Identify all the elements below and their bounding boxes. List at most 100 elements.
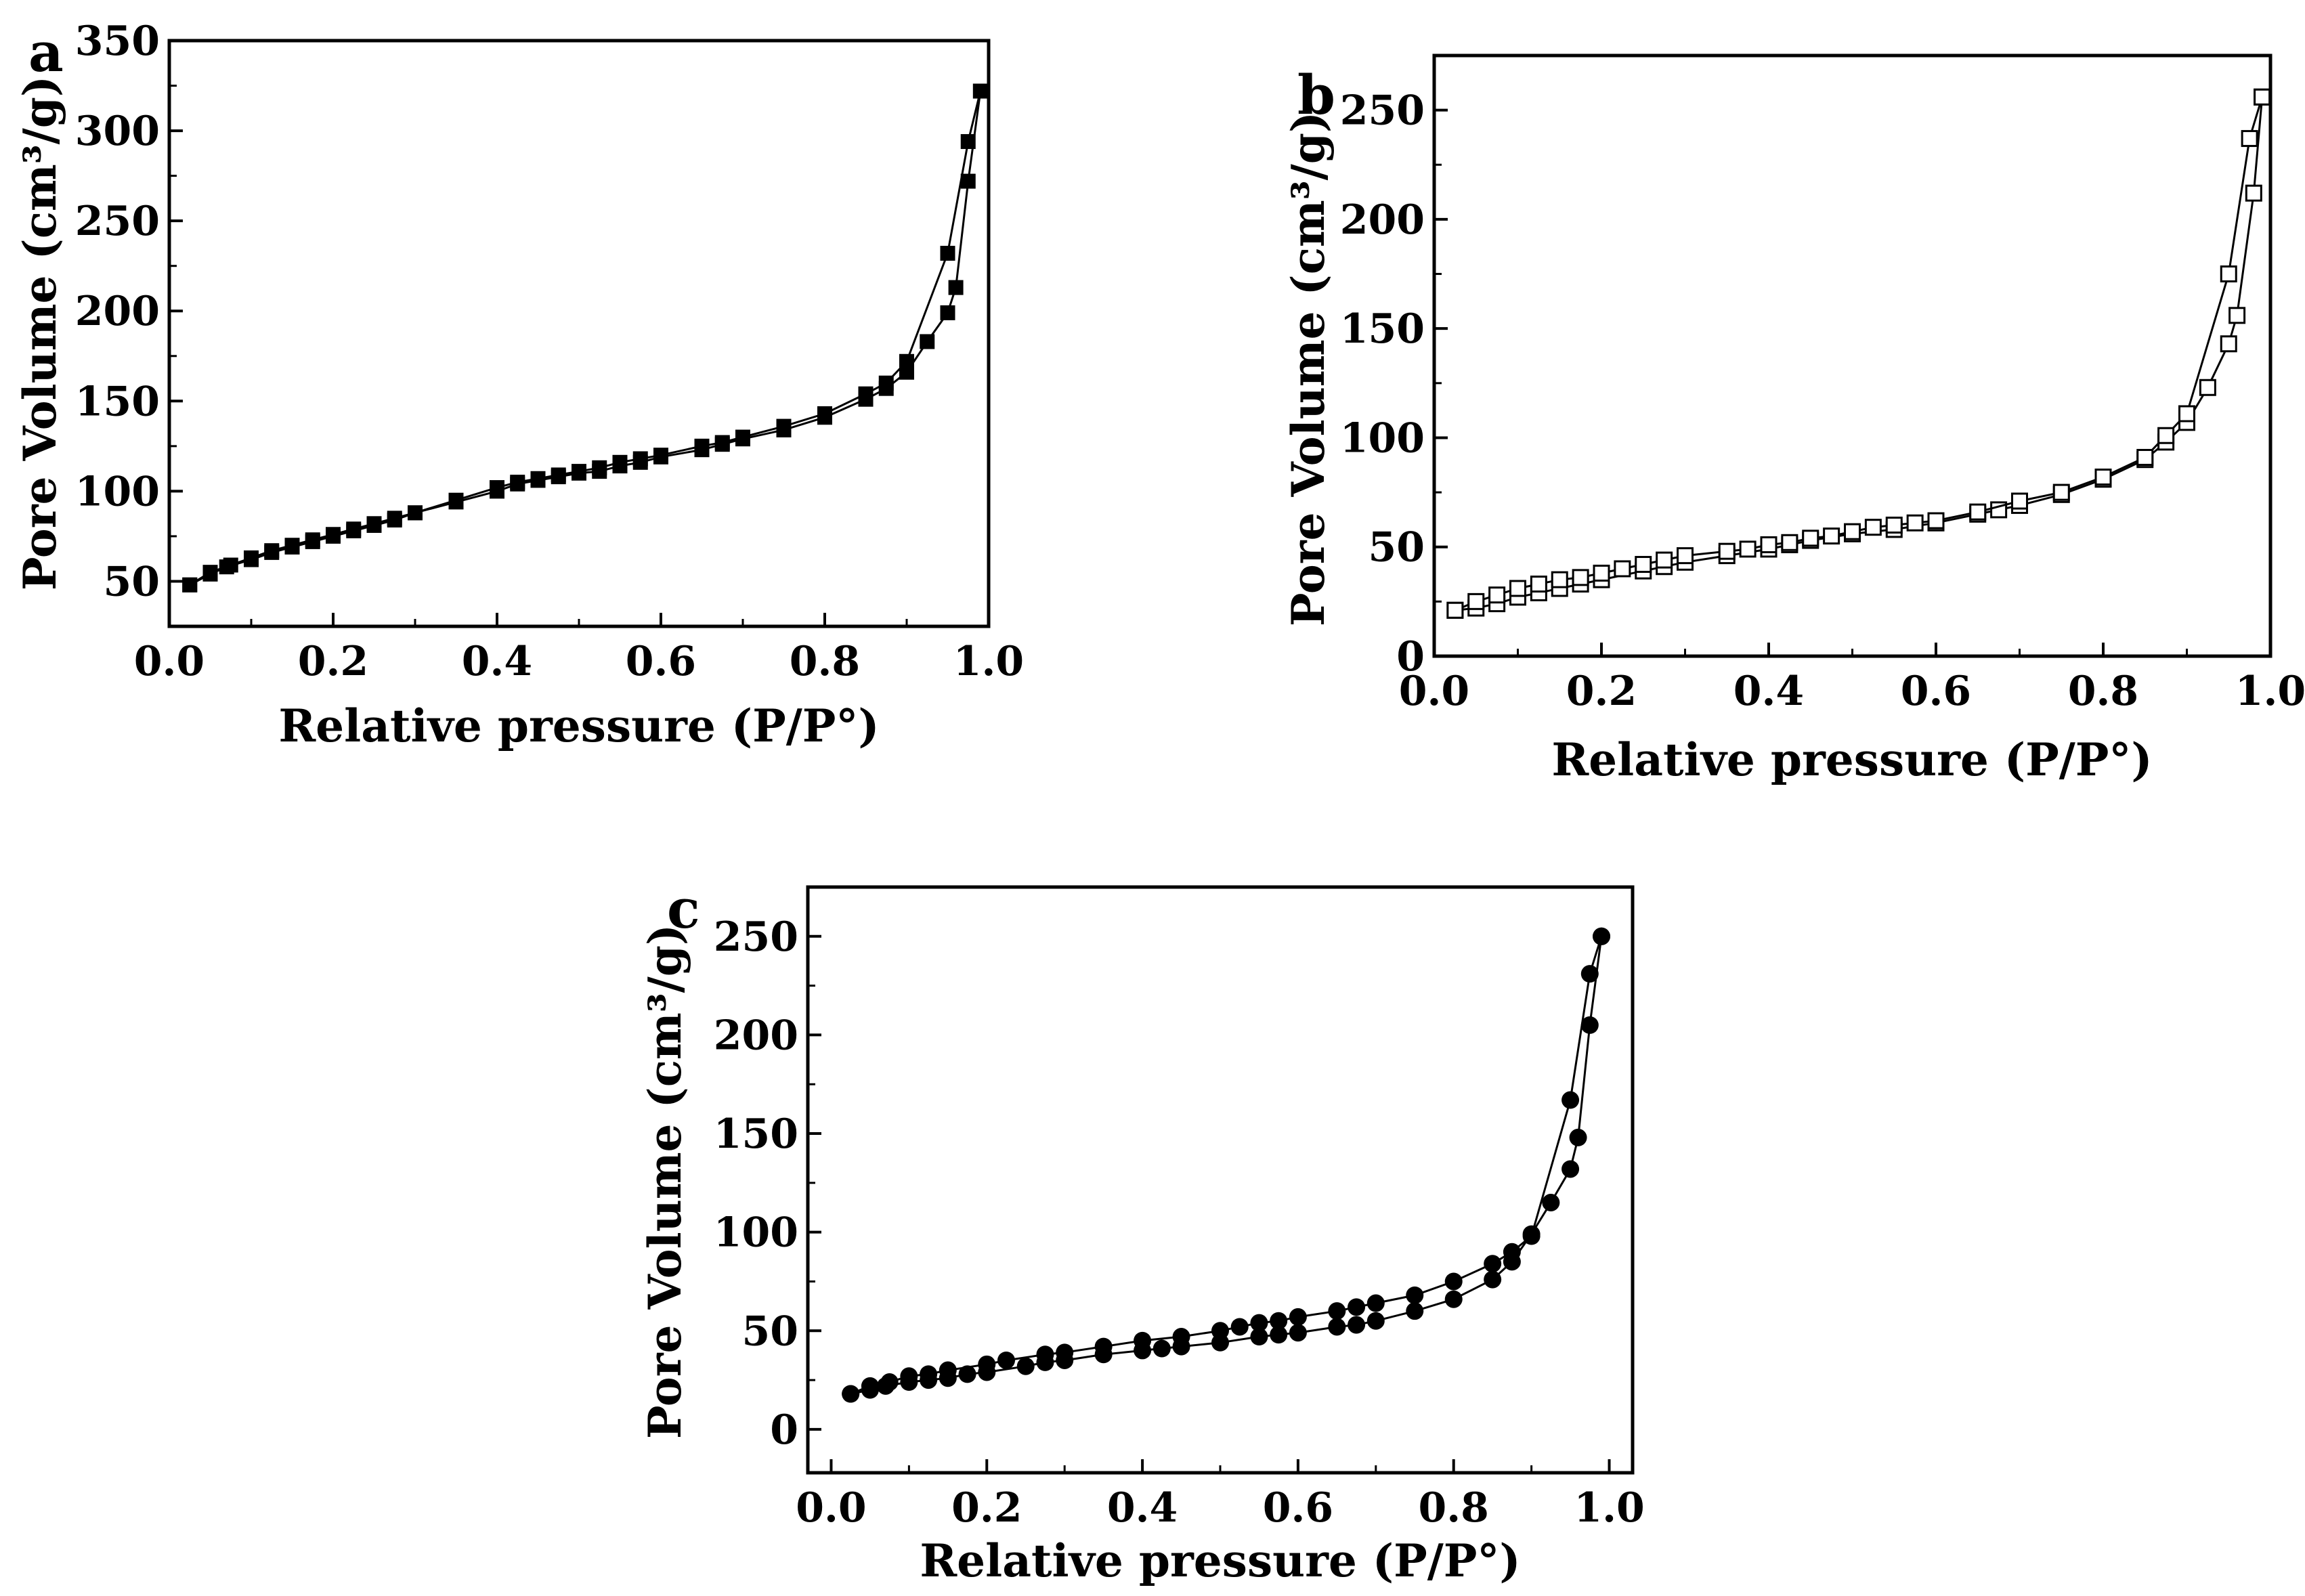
x-tick-label: 0.2 — [1566, 668, 1637, 715]
data-point-desorption — [592, 460, 607, 475]
data-point-desorption — [366, 516, 382, 532]
data-point-desorption — [1328, 1302, 1346, 1320]
y-tick-label: 100 — [1340, 414, 1425, 462]
data-point-desorption — [202, 565, 218, 580]
data-point-desorption — [2220, 265, 2237, 283]
x-tick-label: 0.8 — [790, 638, 860, 685]
data-point-desorption — [939, 1361, 957, 1379]
data-point-desorption — [2178, 405, 2195, 423]
data-point-desorption — [530, 471, 546, 486]
data-point-desorption — [1036, 1345, 1054, 1364]
data-point-adsorption — [2245, 184, 2262, 202]
data-point-desorption — [1969, 503, 1987, 521]
data-point-desorption — [1927, 512, 1945, 530]
data-point-desorption — [776, 418, 792, 434]
y-tick-label: 200 — [75, 288, 160, 335]
y-tick-label: 300 — [75, 108, 160, 155]
plot-frame-b — [1432, 53, 2272, 658]
y-axis-title-c: Pore Volume (cm³/g) — [639, 924, 691, 1439]
data-point-desorption — [1530, 576, 1547, 593]
data-point-desorption — [1467, 592, 1485, 610]
data-point-desorption — [1677, 547, 1694, 565]
data-point-adsorption — [2228, 307, 2246, 324]
data-point-desorption — [490, 480, 504, 496]
y-tick-label: 0 — [770, 1406, 798, 1454]
y-tick-label: 150 — [75, 378, 160, 425]
chart-panel-a: a 0.0 0.2 0.4 0.6 0.8 1.0 50 100 150 200… — [14, 18, 1024, 752]
data-point-desorption — [1444, 1272, 1463, 1291]
data-point-desorption — [1250, 1314, 1268, 1332]
data-point-desorption — [612, 454, 628, 470]
data-point-adsorption — [1406, 1302, 1424, 1320]
data-point-desorption — [1718, 542, 1736, 560]
data-point-desorption — [694, 438, 710, 454]
series-line-adsorption — [189, 91, 982, 586]
y-axis-title-b: Pore Volume (cm³/g) — [1282, 112, 1335, 626]
data-point-desorption — [305, 532, 320, 548]
data-point-desorption — [1635, 556, 1652, 574]
data-point-adsorption — [1580, 1016, 1599, 1034]
data-point-desorption — [817, 406, 832, 421]
data-point-adsorption — [1366, 1312, 1385, 1330]
data-point-desorption — [1781, 534, 1798, 551]
data-point-desorption — [1580, 965, 1599, 983]
x-tick-label: 0.4 — [1733, 668, 1804, 715]
x-tick-label: 0.8 — [2068, 668, 2138, 715]
x-axis-title-b: Relative pressure (P/P°) — [1551, 733, 2152, 786]
data-point-adsorption — [1328, 1318, 1346, 1336]
data-point-desorption — [1366, 1294, 1385, 1312]
data-point-desorption — [842, 1385, 860, 1403]
data-point-desorption — [2052, 483, 2070, 501]
data-point-desorption — [510, 475, 525, 490]
data-point-adsorption — [948, 280, 964, 295]
x-tick-label: 0.2 — [951, 1484, 1022, 1532]
panel-label-b: b — [1297, 63, 1335, 127]
data-point-desorption — [735, 429, 750, 445]
data-point-desorption — [182, 577, 198, 592]
data-point-desorption — [978, 1355, 996, 1373]
data-point-desorption — [997, 1351, 1016, 1369]
data-point-desorption — [1270, 1312, 1288, 1330]
data-point-desorption — [2254, 88, 2271, 106]
data-point-adsorption — [1270, 1326, 1288, 1344]
data-point-adsorption — [920, 334, 935, 349]
data-point-desorption — [861, 1377, 879, 1395]
data-point-desorption — [1561, 1091, 1580, 1109]
data-point-desorption — [940, 246, 955, 261]
data-point-desorption — [2157, 427, 2175, 444]
x-tick-label: 1.0 — [953, 638, 1024, 685]
y-tick-label: 250 — [75, 198, 160, 245]
panel-label-a: a — [28, 20, 64, 84]
data-point-desorption — [1593, 564, 1610, 582]
data-point-desorption — [1906, 514, 1924, 532]
data-point-adsorption — [2220, 335, 2237, 353]
data-point-desorption — [1802, 530, 1819, 547]
x-axis-title-c: Relative pressure (P/P°) — [920, 1534, 1520, 1587]
y-tick-label: 50 — [104, 558, 160, 605]
data-point-adsorption — [1561, 1160, 1580, 1178]
data-point-desorption — [2011, 492, 2028, 510]
data-point-adsorption — [1444, 1290, 1463, 1308]
data-point-adsorption — [1484, 1270, 1502, 1289]
data-point-desorption — [1503, 1243, 1521, 1261]
y-tick-label: 150 — [1340, 305, 1425, 353]
data-point-desorption — [1134, 1331, 1152, 1350]
data-point-desorption — [632, 451, 648, 467]
data-point-desorption — [1230, 1318, 1249, 1336]
data-point-desorption — [972, 83, 988, 99]
data-point-adsorption — [1250, 1328, 1268, 1346]
ticks-b — [1433, 54, 2272, 657]
data-point-adsorption — [1289, 1324, 1307, 1342]
data-point-desorption — [1446, 601, 1464, 619]
data-point-adsorption — [940, 305, 955, 320]
x-axis-title-a: Relative pressure (P/P°) — [278, 699, 879, 752]
x-tick-label: 0.0 — [134, 638, 204, 685]
data-point-desorption — [1348, 1298, 1366, 1316]
data-point-desorption — [1488, 586, 1506, 604]
data-point-adsorption — [1152, 1339, 1171, 1358]
series-layer-a — [182, 83, 988, 592]
data-point-desorption — [244, 550, 259, 565]
ticks-a — [168, 39, 990, 628]
data-point-desorption — [387, 511, 402, 526]
data-point-desorption — [900, 1367, 918, 1385]
